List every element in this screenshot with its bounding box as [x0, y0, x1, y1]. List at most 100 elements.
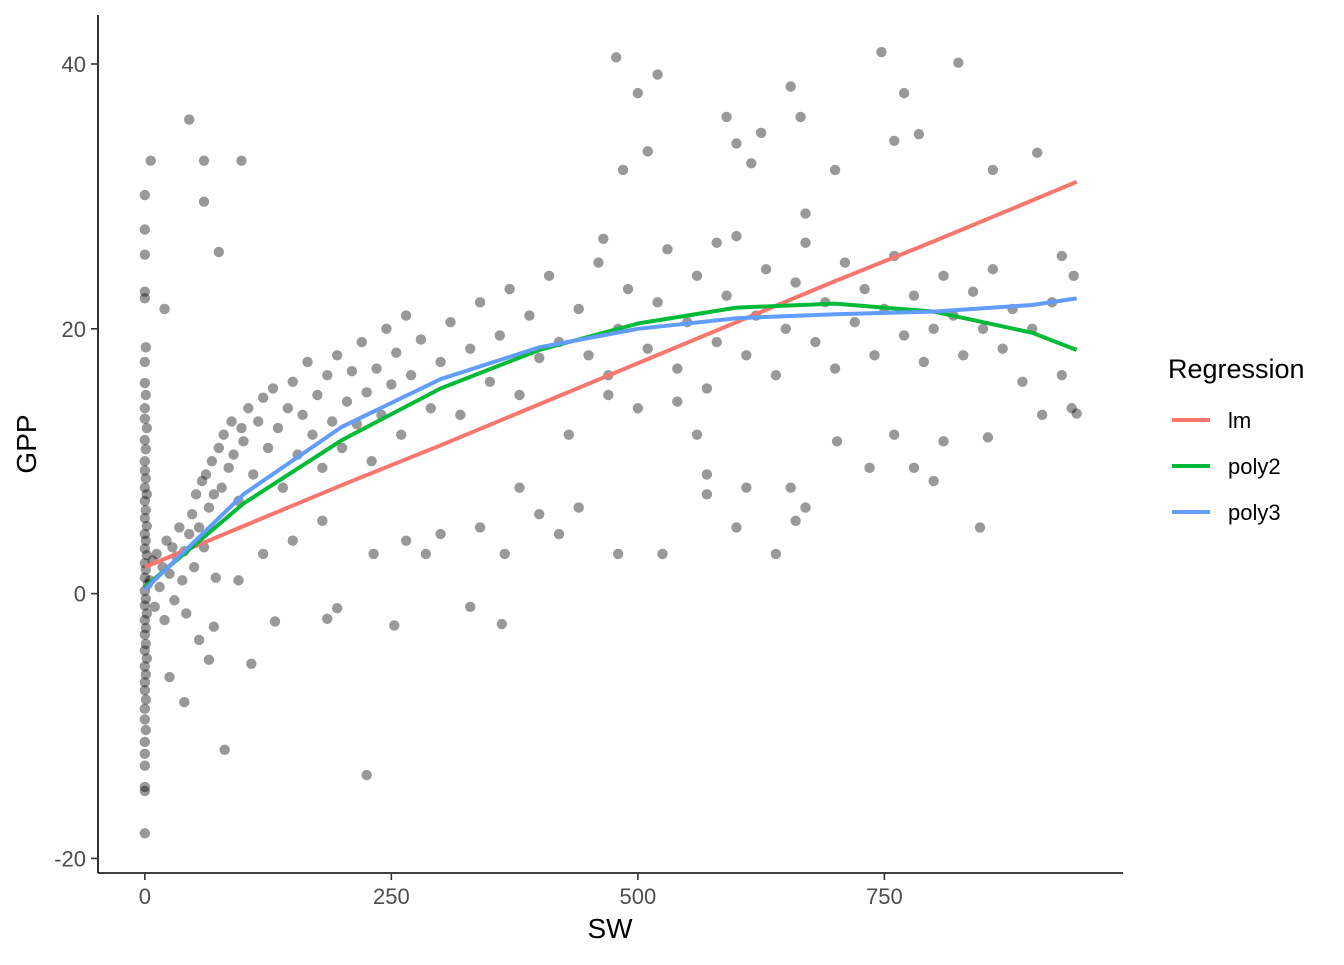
- data-point: [721, 111, 732, 123]
- data-point: [1071, 408, 1082, 419]
- data-point: [997, 343, 1008, 354]
- data-point: [341, 396, 353, 407]
- data-point: [790, 277, 801, 288]
- data-point: [938, 436, 949, 447]
- data-point: [785, 482, 796, 493]
- data-point: [141, 489, 153, 500]
- data-point: [918, 356, 930, 368]
- data-point: [864, 462, 875, 474]
- data-point: [174, 522, 185, 533]
- legend-label: lm: [1228, 408, 1251, 433]
- data-point: [869, 350, 880, 361]
- data-point: [790, 515, 801, 526]
- legend: Regression lm poly2 poly3: [1168, 354, 1305, 525]
- data-point: [139, 677, 151, 688]
- data-point: [1066, 403, 1077, 414]
- y-tick-label: -20: [54, 846, 86, 871]
- data-point: [140, 593, 152, 605]
- data-point: [455, 409, 466, 421]
- x-axis-label: SW: [587, 913, 633, 944]
- data-point: [139, 543, 151, 554]
- data-point: [445, 316, 456, 328]
- data-point: [141, 608, 153, 619]
- data-point: [898, 330, 910, 341]
- data-point: [514, 482, 525, 493]
- data-point: [203, 502, 215, 513]
- data-point: [889, 429, 900, 440]
- data-point: [543, 270, 555, 282]
- data-point: [188, 561, 200, 573]
- data-point: [151, 548, 162, 560]
- x-axis-ticks: 0 250 500 750: [139, 873, 903, 909]
- data-point: [238, 436, 249, 447]
- data-point: [213, 442, 224, 454]
- data-point: [219, 744, 230, 756]
- data-point: [297, 409, 308, 421]
- data-point: [331, 602, 343, 614]
- data-point: [140, 669, 152, 680]
- data-point: [876, 46, 887, 58]
- data-point: [859, 283, 870, 295]
- data-point: [139, 293, 151, 304]
- legend-title: Regression: [1168, 354, 1305, 384]
- data-point: [322, 369, 333, 381]
- data-point: [889, 135, 900, 146]
- legend-label: poly3: [1228, 500, 1281, 525]
- data-point: [346, 365, 358, 377]
- data-point: [307, 429, 318, 440]
- data-point: [243, 403, 254, 414]
- data-point: [139, 629, 151, 640]
- data-point: [206, 456, 218, 467]
- data-point: [474, 522, 486, 533]
- regression-line-poly2: [143, 301, 1078, 589]
- y-axis-ticks: -20 0 20 40: [54, 52, 98, 871]
- data-point: [711, 336, 722, 348]
- data-point: [139, 465, 151, 476]
- data-point: [672, 396, 683, 407]
- data-point: [701, 383, 713, 394]
- data-point: [953, 57, 964, 68]
- data-point: [203, 654, 215, 666]
- data-point: [177, 575, 188, 586]
- data-point: [193, 634, 205, 646]
- data-point: [524, 310, 535, 321]
- legend-item-lm: lm: [1172, 408, 1251, 433]
- data-point: [701, 469, 713, 480]
- data-point: [179, 696, 190, 708]
- data-point: [928, 323, 939, 335]
- data-point: [499, 548, 510, 560]
- data-point: [139, 249, 151, 260]
- data-point: [642, 146, 653, 157]
- data-point: [435, 528, 446, 540]
- data-point: [236, 155, 247, 166]
- data-point: [928, 475, 939, 487]
- scatter-points: [139, 46, 1082, 839]
- data-point: [190, 489, 202, 500]
- data-point: [139, 572, 151, 583]
- legend-item-poly3: poly3: [1172, 500, 1281, 525]
- data-point: [317, 462, 328, 474]
- y-tick-label: 0: [74, 582, 86, 607]
- data-point: [908, 290, 920, 301]
- data-point: [139, 189, 151, 201]
- y-axis-label: GPP: [11, 414, 42, 473]
- data-point: [755, 127, 767, 139]
- data-point: [982, 432, 994, 443]
- data-point: [248, 469, 259, 480]
- data-point: [831, 436, 843, 447]
- data-point: [272, 422, 284, 434]
- data-point: [849, 316, 860, 328]
- data-point: [139, 434, 151, 446]
- data-point: [181, 608, 192, 619]
- data-point: [1036, 409, 1048, 421]
- data-point: [198, 196, 210, 207]
- data-point: [746, 158, 757, 169]
- data-point: [326, 416, 338, 427]
- data-point: [257, 548, 269, 560]
- data-point: [184, 114, 195, 125]
- data-point: [167, 542, 178, 553]
- data-point: [210, 572, 222, 583]
- data-point: [366, 456, 377, 467]
- regression-line-poly3: [143, 296, 1077, 592]
